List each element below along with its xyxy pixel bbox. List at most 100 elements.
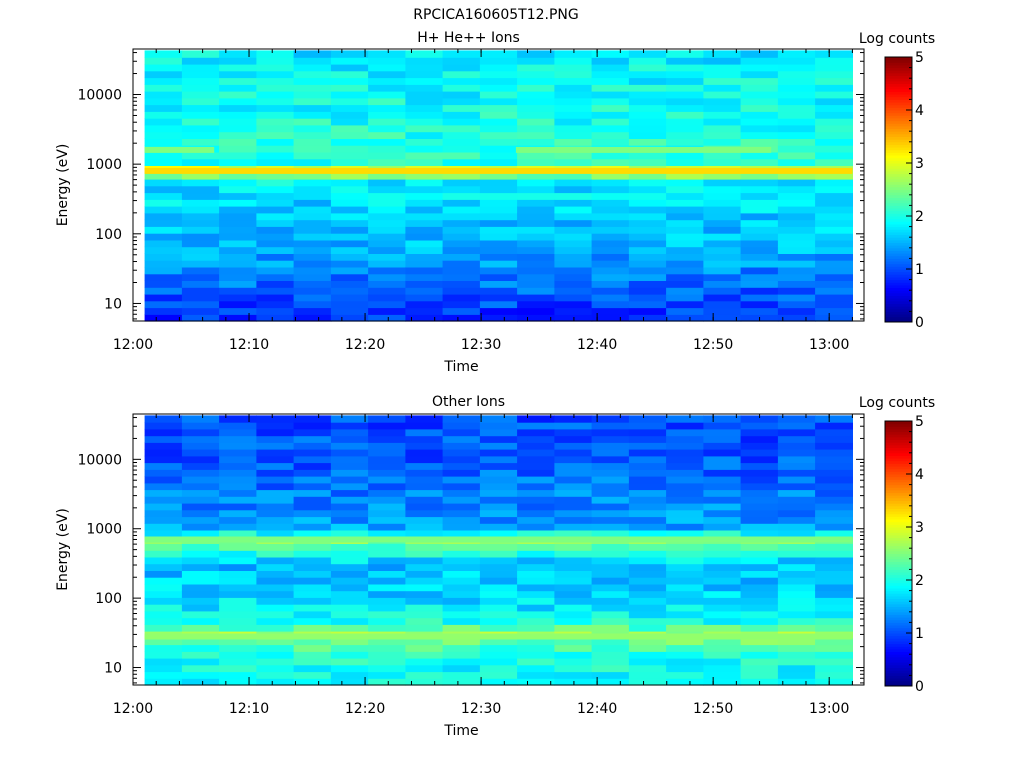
colorbar-segment [885,590,912,594]
heatmap-cell [740,563,779,571]
heatmap-cell [368,97,406,106]
heatmap-cell [777,489,816,497]
heatmap-cell [554,260,593,268]
heatmap-cell [815,597,853,605]
heatmap-cell [144,570,183,578]
colorbar-segment [885,269,912,273]
heatmap-cell [330,509,369,518]
colorbar-segment [885,197,912,201]
heatmap-cell [517,617,555,625]
heatmap-cell [815,530,853,538]
heatmap-cell [144,253,183,261]
heatmap-cell [554,415,593,423]
heatmap-cell [256,476,295,484]
heatmap-cell [442,496,481,504]
heatmap-cell [330,57,369,65]
heatmap-cell [405,637,444,646]
heatmap-cell [517,671,555,679]
heatmap-cell [405,124,444,133]
heatmap-cell [479,523,518,531]
heatmap-cell [554,91,593,99]
colorbar-segment [885,627,912,631]
heatmap-cell [442,577,481,585]
heatmap-cell [628,63,667,72]
heatmap-cell [740,482,779,491]
heatmap-cell [591,428,630,437]
heatmap-cell [703,577,742,585]
heatmap-cell [740,604,779,612]
heatmap-cell [591,293,630,302]
heatmap-cell [815,91,853,99]
heatmap-cell [703,293,742,302]
heatmap-cell [442,489,481,497]
colorbar-segment [885,630,912,634]
heatmap-cell [479,449,518,457]
heatmap-cell [368,482,406,491]
heatmap-cell [442,651,481,659]
heatmap-cell [405,530,444,538]
heatmap-cell [293,563,332,571]
heatmap-cell [740,415,779,423]
x-tick-label: 12:10 [229,701,269,717]
heatmap-cell [815,516,853,524]
heatmap-cell [777,293,816,302]
heatmap-cell [181,435,220,443]
heatmap-cell [405,516,444,524]
heatmap-cell [144,131,183,139]
heatmap-cell [517,84,555,92]
heatmap-cell [554,239,593,248]
heatmap-cell [219,610,257,619]
heatmap-cell [777,50,816,58]
heatmap-cell [703,449,742,457]
heatmap-cell [554,246,593,254]
heatmap-cell [442,462,481,470]
heatmap-cell [256,563,295,571]
heatmap-cell [330,91,369,99]
heatmap-cell [181,314,220,322]
heatmap-cell [517,435,555,443]
heatmap-cell [144,435,183,443]
heatmap-cell [740,50,779,58]
heatmap-cell [144,476,183,484]
heatmap-cell [219,637,257,646]
heatmap-cell [628,550,667,558]
heatmap-cell [293,185,332,194]
heatmap-cell [368,415,406,423]
heatmap-cell [479,145,518,153]
heatmap-cell [479,260,518,268]
heatmap-cell [293,556,332,565]
heatmap-cell [256,651,295,659]
heatmap-cell [442,678,481,686]
heatmap-cell [628,455,667,464]
heatmap-cell [628,516,667,524]
heatmap-cell [628,185,667,194]
heatmap-cell [517,530,555,538]
heatmap-cell [181,287,220,295]
heatmap-cell [181,273,220,281]
heatmap-cell [293,111,332,119]
heatmap-cell [330,219,369,227]
heatmap-cell [368,489,406,497]
heatmap-cell [591,172,630,180]
heatmap-cell [219,91,257,99]
energy-band [515,146,772,153]
heatmap-cell [517,624,555,632]
heatmap-cell [219,104,257,112]
heatmap-cell [181,293,220,302]
heatmap-cell [554,118,593,126]
heatmap-cell [628,583,667,592]
heatmap-cell [479,104,518,112]
heatmap-cell [517,590,555,598]
heatmap-cell [815,428,853,437]
heatmap-cell [368,151,406,160]
colorbar-segment [885,598,912,602]
heatmap-cell [144,469,183,477]
heatmap-cell [181,449,220,457]
heatmap-cell [219,678,257,686]
heatmap-cell [740,84,779,92]
heatmap-cell [405,239,444,248]
heatmap-cells [144,50,853,322]
heatmap-cell [442,199,481,207]
colorbar-tick-label: 2 [915,209,924,225]
heatmap-cell [703,503,742,511]
